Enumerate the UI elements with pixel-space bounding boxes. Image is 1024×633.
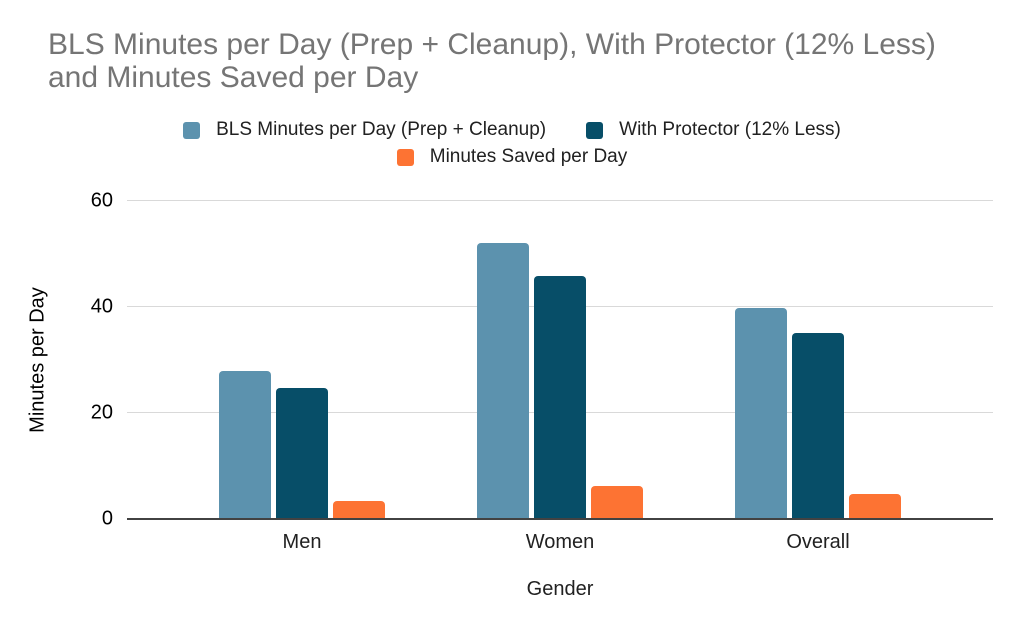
legend-label-with-protector: With Protector (12% Less) <box>619 119 841 140</box>
bar-men-series-1 <box>276 388 328 519</box>
legend-item-bls-minutes: BLS Minutes per Day (Prep + Cleanup) <box>183 119 546 141</box>
bar-overall-series-0 <box>735 308 787 519</box>
y-tick-label-0: 0 <box>101 507 113 530</box>
legend-swatch-minutes-saved-icon <box>396 148 414 166</box>
bar-men-series-2 <box>333 501 385 519</box>
y-tick-label-20: 20 <box>90 401 113 424</box>
legend-item-with-protector: With Protector (12% Less) <box>586 119 841 141</box>
legend-label-minutes-saved: Minutes Saved per Day <box>429 146 628 167</box>
y-tick-label-60: 60 <box>90 189 113 212</box>
legend-swatch-with-protector-icon <box>586 121 604 139</box>
chart-title: BLS Minutes per Day (Prep + Cleanup), Wi… <box>48 28 936 94</box>
legend-item-minutes-saved: Minutes Saved per Day <box>396 146 628 168</box>
bar-women-series-1 <box>534 276 586 519</box>
bar-group-overall <box>689 201 947 519</box>
x-axis-categories: Men Women Overall <box>173 531 947 554</box>
x-tick-label-women: Women <box>525 531 595 553</box>
legend-row-1: BLS Minutes per Day (Prep + Cleanup) Wit… <box>183 119 841 141</box>
plot-area <box>127 200 993 520</box>
legend-swatch-bls-minutes-icon <box>183 121 201 139</box>
bar-group-men <box>173 201 431 519</box>
x-tick-label-overall: Overall <box>786 531 850 553</box>
legend-row-2: Minutes Saved per Day <box>396 146 628 168</box>
legend-label-bls-minutes: BLS Minutes per Day (Prep + Cleanup) <box>216 119 547 140</box>
y-axis-tick-labels: 0 20 40 60 <box>0 190 113 530</box>
bar-overall-series-1 <box>792 333 844 519</box>
bar-group-women <box>431 201 689 519</box>
bar-women-series-0 <box>477 243 529 519</box>
gridline-60 <box>127 200 993 201</box>
x-axis-line <box>127 518 993 520</box>
x-tick-label-men: Men <box>282 531 322 553</box>
bar-groups <box>173 201 947 519</box>
bar-overall-series-2 <box>849 493 901 519</box>
y-tick-label-40: 40 <box>90 295 113 318</box>
bar-women-series-2 <box>591 485 643 519</box>
x-axis-title: Gender <box>526 578 594 600</box>
bar-men-series-0 <box>219 370 271 519</box>
legend: BLS Minutes per Day (Prep + Cleanup) Wit… <box>0 119 1024 168</box>
